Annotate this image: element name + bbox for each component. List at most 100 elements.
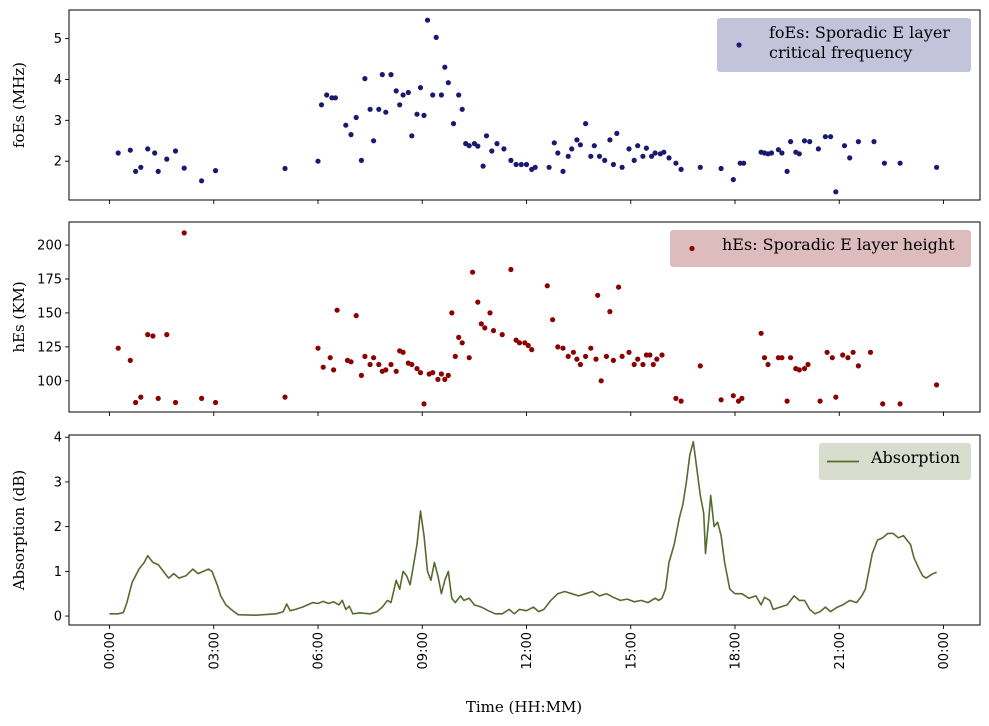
data-point <box>833 394 839 400</box>
data-point <box>421 401 427 407</box>
data-point <box>499 332 505 338</box>
legend-label-line: Absorption <box>870 448 960 467</box>
data-point <box>779 150 785 156</box>
x-tick-label: 09:00 <box>416 632 431 669</box>
data-point <box>353 114 359 121</box>
data-point <box>607 309 613 315</box>
data-point <box>574 356 580 362</box>
data-point <box>456 334 462 340</box>
data-point <box>315 345 321 351</box>
data-point <box>212 399 219 406</box>
data-point <box>371 355 377 361</box>
data-point <box>673 395 679 401</box>
y-tick-label: 5 <box>54 32 62 47</box>
data-point <box>315 158 321 164</box>
data-point <box>424 17 431 23</box>
data-point <box>544 283 550 289</box>
data-point <box>466 143 472 149</box>
data-point <box>596 153 603 159</box>
data-point <box>550 317 556 323</box>
data-point <box>393 88 399 94</box>
data-point <box>383 367 389 373</box>
data-point <box>490 328 497 334</box>
x-tick-label: 18:00 <box>729 632 744 669</box>
data-point <box>487 310 493 316</box>
data-point <box>133 168 139 174</box>
data-point <box>560 168 566 174</box>
data-point <box>445 372 451 378</box>
data-point <box>513 161 519 168</box>
data-point <box>152 150 158 156</box>
data-point <box>452 353 458 359</box>
data-point <box>459 106 465 112</box>
data-point <box>475 143 481 149</box>
series-line <box>109 440 937 616</box>
data-point <box>619 164 625 170</box>
data-point <box>318 102 325 108</box>
data-point <box>475 299 481 305</box>
data-point <box>445 80 451 86</box>
data-point <box>784 398 790 404</box>
x-tick-label: 15:00 <box>624 632 639 669</box>
legend-label: foEs: Sporadic E layer critical frequency <box>769 23 950 62</box>
data-point <box>127 357 133 363</box>
data-point <box>577 142 584 148</box>
data-point <box>393 368 399 374</box>
plot-frame <box>68 434 981 626</box>
legend-box <box>717 18 971 72</box>
data-point <box>334 307 340 313</box>
data-point <box>414 366 420 372</box>
data-point <box>796 151 802 157</box>
y-tick-label: 4 <box>54 431 62 446</box>
data-point <box>593 356 599 362</box>
data-point <box>654 356 660 362</box>
data-point <box>438 92 444 98</box>
y-tick-label: 3 <box>54 114 62 129</box>
data-point <box>626 349 632 355</box>
data-point <box>779 355 785 361</box>
data-point <box>661 149 667 155</box>
data-point <box>449 310 455 316</box>
data-point <box>529 347 535 353</box>
data-point <box>801 366 808 372</box>
data-point <box>855 363 862 369</box>
data-point <box>362 76 368 82</box>
data-point <box>730 177 736 183</box>
x-tick-label: 00:00 <box>937 632 952 669</box>
data-point <box>409 133 415 139</box>
data-point <box>801 138 808 144</box>
data-point <box>761 355 768 361</box>
data-point <box>516 340 523 346</box>
data-point <box>588 345 594 351</box>
data-point <box>555 150 561 156</box>
legend-dot-marker <box>736 42 742 48</box>
data-point <box>353 313 359 319</box>
data-point <box>115 150 121 156</box>
legend: foEs: Sporadic E layer critical frequency <box>717 18 971 72</box>
data-point <box>199 395 205 401</box>
data-point <box>650 361 656 368</box>
data-point <box>430 92 436 98</box>
data-point <box>867 349 874 355</box>
data-point <box>796 367 802 373</box>
data-point <box>934 382 940 388</box>
data-point <box>829 355 835 361</box>
legend-label-line: critical frequency <box>769 43 912 62</box>
data-point <box>362 353 368 359</box>
data-point <box>546 164 552 170</box>
data-point <box>155 168 161 174</box>
data-point <box>822 134 829 140</box>
data-point <box>482 325 488 331</box>
data-point <box>331 367 337 373</box>
data-point <box>678 398 684 404</box>
data-point <box>697 363 703 369</box>
data-point <box>282 165 288 172</box>
data-point <box>409 361 415 368</box>
data-point <box>327 355 333 361</box>
data-point <box>430 370 436 376</box>
data-point <box>833 189 839 195</box>
data-point <box>320 364 326 370</box>
y-tick-label: 1 <box>54 565 62 580</box>
data-point <box>442 64 448 70</box>
